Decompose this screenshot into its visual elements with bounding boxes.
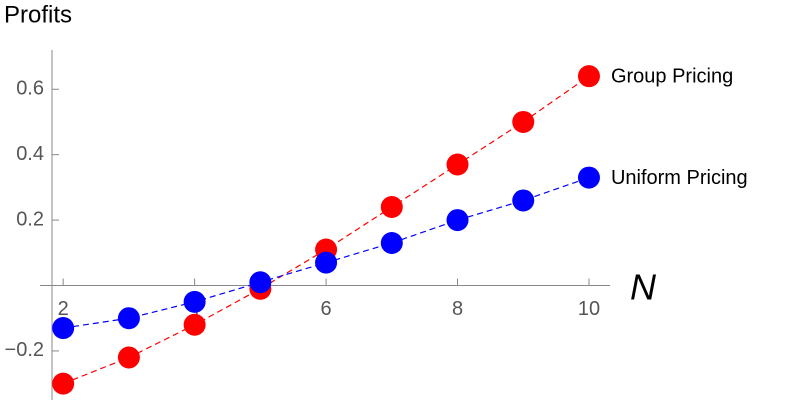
x-tick-label: 10 xyxy=(578,298,600,320)
point xyxy=(577,166,600,189)
point xyxy=(183,313,206,336)
point xyxy=(183,290,206,313)
y-axis-label: Profits xyxy=(4,1,72,28)
point xyxy=(315,251,338,274)
point xyxy=(512,189,535,212)
point xyxy=(52,372,75,395)
point xyxy=(512,110,535,133)
point xyxy=(446,209,469,232)
point xyxy=(577,65,600,88)
point xyxy=(446,153,469,176)
series-line xyxy=(62,75,590,385)
y-tick-label: 0.2 xyxy=(16,208,44,230)
point xyxy=(380,231,403,254)
x-tick-label: 6 xyxy=(321,298,332,320)
x-tick-label: 2 xyxy=(58,298,69,320)
y-tick-label: −0.2 xyxy=(5,339,44,361)
x-axis-label: N xyxy=(630,267,657,308)
x-tick-label: 8 xyxy=(452,298,463,320)
y-tick-label: 0.4 xyxy=(16,143,44,165)
legend-label: Group Pricing xyxy=(611,65,733,87)
y-tick-label: 0.6 xyxy=(16,78,44,100)
point xyxy=(117,307,140,330)
point xyxy=(117,346,140,369)
legend-label: Uniform Pricing xyxy=(611,167,748,189)
point xyxy=(52,317,75,340)
point xyxy=(380,196,403,219)
point xyxy=(249,271,272,294)
